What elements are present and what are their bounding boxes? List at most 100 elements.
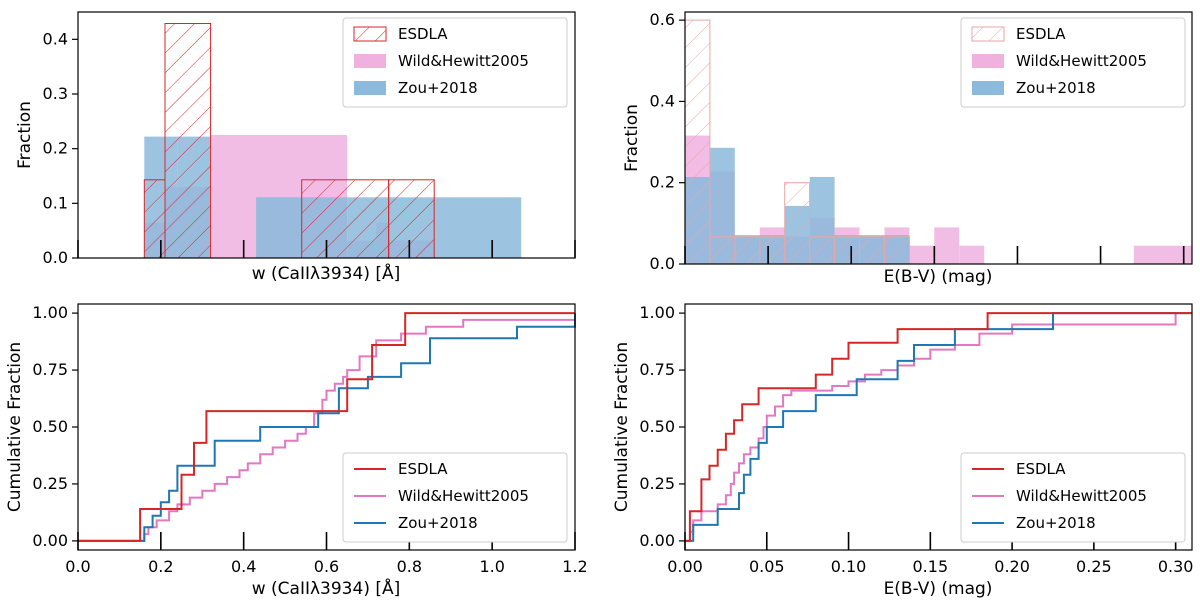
x-tick-label: 0.0 (65, 557, 90, 576)
legend-swatch-zou (354, 81, 386, 95)
hist-w-legend: ESDLA Wild&Hewitt2005 Zou+2018 (342, 17, 568, 108)
y-tick-label: 0.0 (43, 248, 68, 267)
legend-box (960, 452, 1186, 543)
cdf-line-wild-hewitt2005 (685, 313, 1177, 542)
y-tick-label: 0.3 (43, 84, 68, 103)
x-tick-label: 0.30 (1158, 557, 1194, 576)
cdf-ebv-legend: ESDLA Wild&Hewitt2005 Zou+2018 (960, 452, 1186, 543)
y-tick-label: 0.6 (650, 10, 675, 29)
bar-zou-2018 (434, 197, 522, 258)
bar-esdla (388, 179, 435, 259)
legend-box (342, 17, 568, 108)
cdf-w-ylabel: Cumulative Fraction (5, 342, 25, 512)
bar-wild-hewitt2005 (934, 227, 960, 264)
legend-label-esdla: ESDLA (1016, 460, 1066, 478)
cdf-w-xlabel: w (CaIIλ3934) [Å] (252, 577, 401, 599)
legend-label-esdla: ESDLA (398, 25, 448, 43)
x-tick-label: 0.25 (1076, 557, 1112, 576)
cdf-w-axes: 0.00 0.25 0.50 0.75 1.00 0.0 0.2 0.4 0.6 0.8 1.0 1.… (32, 303, 587, 576)
legend-label-zou: Zou+2018 (1016, 514, 1096, 532)
cdf-ebv-ylabel: Cumulative Fraction (612, 342, 632, 512)
bar-esdla (884, 236, 910, 265)
y-tick-label: 0.75 (639, 360, 675, 379)
cdf-line-zou-2018 (685, 312, 1192, 542)
x-tick-label: 0.2 (148, 557, 173, 576)
bar-esdla (809, 236, 836, 265)
hist-ebv-xlabel: E(B-V) (mag) (884, 267, 993, 287)
x-tick-label: 0.6 (314, 557, 339, 576)
y-tick-label: 0.4 (650, 91, 675, 110)
bar-esdla (859, 236, 885, 265)
legend-swatch-esdla (971, 26, 1005, 42)
bar-esdla (143, 179, 166, 259)
legend-label-zou: Zou+2018 (398, 514, 478, 532)
panel-hist-ebv: 0.0 0.2 0.4 0.6 Fraction E(B-V) (mag) ESDLA… (622, 10, 1193, 287)
bar-esdla (164, 23, 212, 259)
y-tick-label: 0.0 (650, 254, 675, 273)
y-tick-label: 0.1 (43, 193, 68, 212)
legend-swatch-esdla (353, 26, 387, 42)
cdf-w-lines (78, 312, 576, 542)
panel-cdf-w: 0.00 0.25 0.50 0.75 1.00 0.0 0.2 0.4 0.6 0.8 1.0 1.… (5, 303, 588, 599)
legend-label-wild: Wild&Hewitt2005 (1016, 52, 1147, 70)
cdf-ebv-axes: 0.00 0.25 0.50 0.75 1.00 0.00 0.05 0.10 0.15 0.20… (639, 303, 1193, 576)
hist-ebv-frame (684, 11, 1193, 265)
bar-esdla (734, 236, 761, 265)
x-tick-label: 0.8 (397, 557, 422, 576)
x-tick-label: 0.20 (994, 557, 1030, 576)
y-tick-label: 0.25 (639, 474, 675, 493)
hist-ebv-legend: ESDLA Wild&Hewitt2005 Zou+2018 (960, 17, 1186, 108)
bar-esdla (759, 236, 786, 265)
legend-box (960, 17, 1186, 108)
panel-cdf-ebv: 0.00 0.25 0.50 0.75 1.00 0.00 0.05 0.10 0.15 0.20… (612, 303, 1193, 599)
legend-label-zou: Zou+2018 (398, 79, 478, 97)
legend-box (342, 452, 568, 543)
hist-w-ylabel: Fraction (15, 101, 35, 169)
cdf-line-esdla (78, 312, 575, 542)
hist-ebv-axes: 0.0 0.2 0.4 0.6 (650, 10, 1185, 273)
legend-label-wild: Wild&Hewitt2005 (398, 487, 529, 505)
y-tick-label: 0.50 (639, 417, 675, 436)
bar-wild-hewitt2005 (959, 245, 985, 264)
legend-label-zou: Zou+2018 (1016, 79, 1096, 97)
y-tick-label: 0.2 (650, 173, 675, 192)
y-tick-label: 0.75 (32, 360, 68, 379)
hist-ebv-bars (684, 19, 1192, 265)
hist-w-xlabel: w (CaIIλ3934) [Å] (252, 262, 401, 284)
y-tick-label: 0.00 (639, 531, 675, 550)
legend-label-esdla: ESDLA (1016, 25, 1066, 43)
cdf-line-zou-2018 (78, 313, 576, 542)
legend-swatch-zou (972, 81, 1004, 95)
cdf-w-legend: ESDLA Wild&Hewitt2005 Zou+2018 (342, 452, 568, 543)
y-tick-label: 0.25 (32, 474, 68, 493)
x-tick-label: 0.05 (749, 557, 785, 576)
y-tick-label: 0.4 (43, 29, 68, 48)
legend-label-esdla: ESDLA (398, 460, 448, 478)
y-tick-label: 0.50 (32, 417, 68, 436)
legend-label-wild: Wild&Hewitt2005 (1016, 487, 1147, 505)
bar-esdla (784, 182, 811, 265)
x-tick-label: 0.4 (231, 557, 256, 576)
legend-label-wild: Wild&Hewitt2005 (398, 52, 529, 70)
bar-esdla (834, 236, 860, 265)
legend-swatch-wild (354, 54, 386, 68)
hist-w-axes: 0.0 0.1 0.2 0.3 0.4 (43, 29, 576, 267)
x-tick-label: 1.2 (562, 557, 587, 576)
x-tick-label: 0.15 (913, 557, 949, 576)
cdf-ebv-lines (685, 312, 1192, 542)
cdf-line-esdla (685, 312, 1192, 542)
y-tick-label: 1.00 (639, 303, 675, 322)
cdf-ebv-xlabel: E(B-V) (mag) (884, 579, 993, 599)
bar-esdla (301, 179, 390, 259)
legend-swatch-wild (972, 54, 1004, 68)
panel-hist-w: 0.0 0.1 0.2 0.3 0.4 Fraction w (CaIIλ3934) [… (15, 11, 576, 284)
bar-esdla (684, 19, 711, 265)
bar-esdla (709, 236, 736, 265)
hist-ebv-ylabel: Fraction (622, 104, 642, 172)
x-tick-label: 0.10 (831, 557, 867, 576)
bar-wild-hewitt2005 (909, 245, 935, 264)
y-tick-label: 1.00 (32, 303, 68, 322)
y-tick-label: 0.00 (32, 531, 68, 550)
x-tick-label: 0.00 (667, 557, 703, 576)
